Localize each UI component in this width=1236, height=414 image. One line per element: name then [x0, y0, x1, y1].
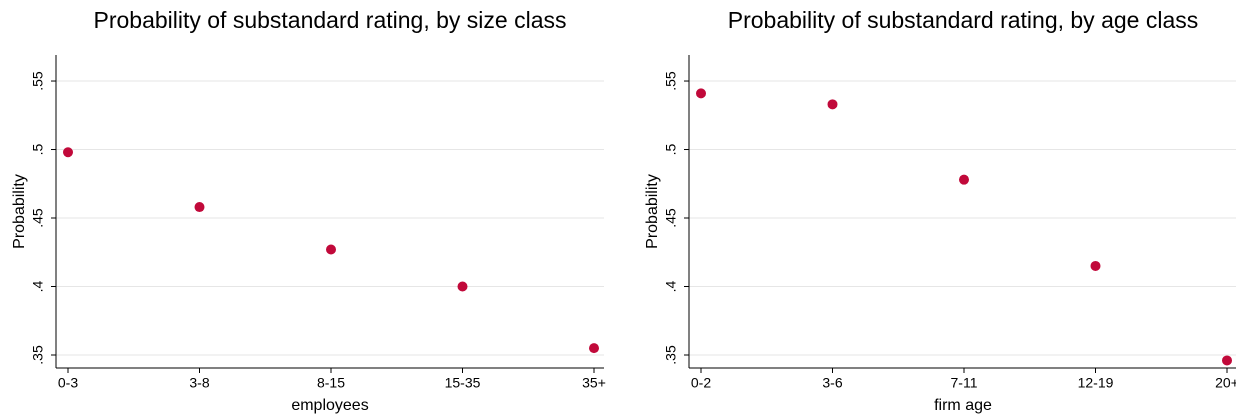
x-tick-label: 7-11	[951, 375, 978, 391]
y-tick-label: .4	[663, 280, 679, 292]
y-tick-label: .5	[663, 143, 679, 155]
point	[194, 202, 205, 213]
point	[589, 343, 599, 354]
point	[696, 88, 706, 99]
x-tick-label: 8-15	[317, 375, 345, 391]
x-tick-label: 35+	[582, 375, 606, 391]
y-tick-label: .55	[30, 71, 46, 91]
point	[1090, 260, 1101, 271]
x-axis-title: employees	[291, 397, 368, 414]
x-tick-label: 3-8	[189, 375, 209, 391]
y-tick-label: .45	[663, 208, 679, 228]
x-axis-title: firm age	[934, 397, 992, 414]
point	[959, 174, 969, 185]
point	[326, 244, 336, 255]
y-tick-label: .4	[30, 280, 46, 292]
y-tick-label: .55	[663, 71, 679, 91]
x-tick-label: 0-2	[691, 375, 711, 391]
x-tick-label: 20+	[1215, 375, 1236, 391]
y-tick-label: .45	[30, 208, 46, 228]
point	[827, 99, 838, 110]
x-tick-label: 0-3	[58, 375, 78, 391]
point	[457, 281, 468, 292]
point	[63, 147, 73, 158]
y-axis-title: Probability	[11, 174, 28, 249]
y-tick-label: .5	[30, 143, 46, 155]
point	[1222, 355, 1232, 366]
y-tick-label: .35	[663, 345, 679, 365]
x-tick-label: 12-19	[1078, 375, 1114, 391]
y-tick-label: .35	[30, 345, 46, 365]
x-tick-label: 3-6	[822, 375, 842, 391]
x-tick-label: 15-35	[445, 375, 481, 391]
y-axis-title: Probability	[644, 174, 661, 249]
chart-title: Probability of substandard rating, by ag…	[728, 7, 1199, 33]
chart-title: Probability of substandard rating, by si…	[93, 7, 566, 33]
